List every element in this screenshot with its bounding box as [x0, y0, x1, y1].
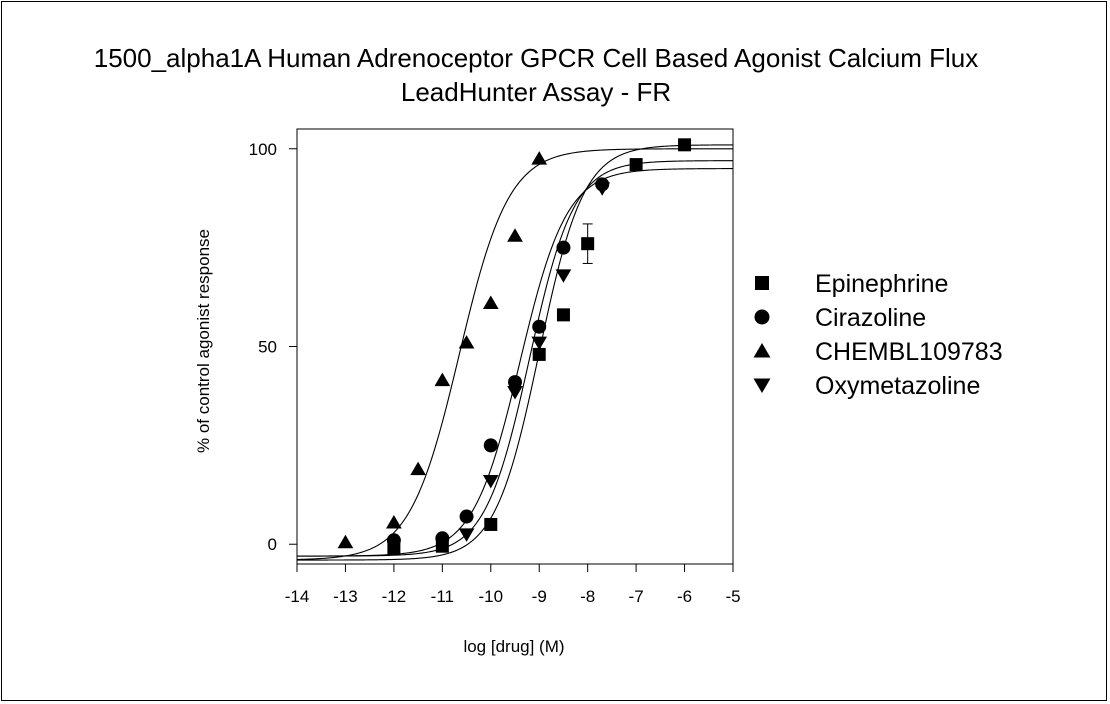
x-tick-label: -8 [580, 587, 595, 606]
x-tick-label: -11 [431, 587, 454, 606]
data-point-oxymetazoline [555, 269, 572, 283]
fit-curve-oxymetazoline [297, 160, 733, 557]
y-axis-title: % of control agonist response [194, 229, 213, 453]
data-point-chembl109783 [337, 534, 354, 549]
y-tick-label: 0 [268, 535, 277, 554]
x-tick-label: -12 [382, 587, 407, 606]
data-point-cirazoline [435, 531, 450, 546]
legend-label-oxymetazoline: Oxymetazoline [815, 372, 980, 400]
x-tick-label: -10 [478, 587, 503, 606]
x-tick-label: -9 [532, 587, 547, 606]
data-point-epinephrine [581, 237, 595, 251]
axes: -14 -13 -12 -11 -10 -9 -8 -7 -6 -5 0 50 100 [249, 140, 741, 606]
data-point-oxymetazoline [458, 528, 475, 542]
data-markers [337, 138, 692, 555]
y-tick-label: 50 [258, 338, 277, 357]
x-tick-label: -7 [629, 587, 644, 606]
legend-label-epinephrine: Epinephrine [815, 270, 948, 298]
data-point-chembl109783 [507, 228, 523, 242]
x-axis-title: log [drug] (M) [463, 637, 564, 656]
legend-marker-oxymetazoline [753, 378, 771, 394]
x-tick-label: -6 [677, 587, 692, 606]
fit-curve-epinephrine [297, 144, 733, 561]
plot-area [296, 128, 734, 565]
legend-label-chembl109783: CHEMBL109783 [815, 338, 1003, 366]
chart-title-line2: LeadHunter Assay - FR [400, 77, 672, 107]
y-tick-label: 100 [249, 140, 277, 159]
legend-marker-chembl109783 [753, 342, 771, 358]
data-point-epinephrine [532, 347, 546, 361]
data-point-chembl109783 [386, 515, 402, 529]
data-point-cirazoline [483, 438, 498, 453]
data-point-cirazoline [556, 240, 571, 255]
legend-label-cirazoline: Cirazoline [815, 304, 926, 332]
data-point-oxymetazoline [594, 182, 611, 196]
data-point-chembl109783 [434, 372, 451, 387]
data-point-chembl109783 [458, 335, 475, 349]
data-point-epinephrine [629, 158, 643, 172]
x-tick-label: -5 [725, 587, 740, 606]
chart-title-line1: 1500_alpha1A Human Adrenoceptor GPCR Cel… [93, 43, 979, 73]
data-point-chembl109783 [482, 295, 499, 309]
plot-border [296, 128, 734, 565]
legend-marker-cirazoline [754, 309, 770, 325]
legend-marker-epinephrine [755, 276, 769, 290]
data-point-cirazoline [508, 375, 522, 390]
data-point-chembl109783 [531, 151, 548, 165]
data-point-chembl109783 [410, 461, 426, 476]
legend: Epinephrine Cirazoline CHEMBL109783 Oxymeta… [753, 270, 1003, 400]
x-tick-label: -14 [285, 587, 310, 606]
data-point-oxymetazoline [507, 385, 523, 400]
fit-curve-chembl109783 [297, 148, 733, 561]
data-point-cirazoline [386, 533, 401, 548]
data-point-oxymetazoline [482, 474, 499, 489]
data-point-epinephrine [484, 517, 498, 531]
fit-curve-cirazoline [297, 168, 733, 557]
data-point-cirazoline [532, 319, 547, 334]
data-point-epinephrine [678, 138, 692, 152]
data-point-oxymetazoline [531, 336, 548, 351]
data-point-cirazoline [459, 509, 474, 524]
data-point-epinephrine [556, 308, 570, 322]
fit-curves [297, 144, 733, 561]
x-tick-label: -13 [333, 587, 358, 606]
